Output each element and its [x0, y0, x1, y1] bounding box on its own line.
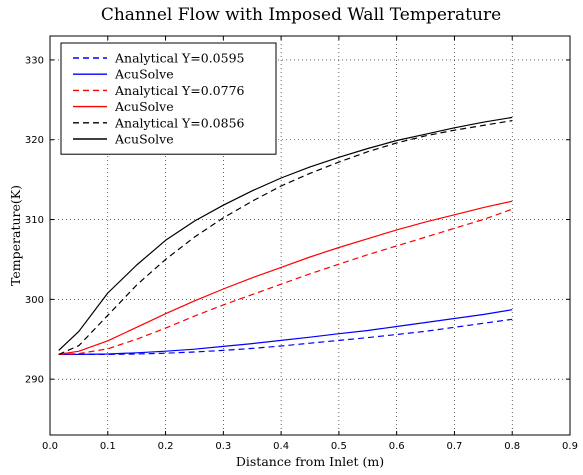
legend-label: AcuSolve — [114, 67, 174, 82]
series-line-4 — [58, 200, 513, 355]
x-tick-label: 0.5 — [331, 441, 347, 452]
x-tick-label: 0.1 — [100, 441, 116, 452]
plot-series — [58, 116, 513, 355]
x-tick-label: 0.7 — [446, 441, 462, 452]
y-tick-label: 320 — [25, 135, 44, 146]
legend-label: AcuSolve — [114, 99, 174, 114]
legend-label: Analytical Y=0.0776 — [114, 83, 245, 98]
legend-label: AcuSolve — [114, 132, 174, 147]
x-tick-label: 0.2 — [158, 441, 174, 452]
plot-frame — [49, 35, 571, 436]
x-tick-label: 0.8 — [504, 441, 520, 452]
y-tick-label: 310 — [25, 215, 44, 226]
x-tick-label: 0.9 — [562, 441, 578, 452]
y-axis-title: Temperature(K) — [8, 185, 23, 286]
legend-label: Analytical Y=0.0856 — [114, 115, 245, 130]
chart-title: Channel Flow with Imposed Wall Temperatu… — [101, 5, 501, 25]
series-line-3 — [58, 208, 513, 355]
series-line-6 — [58, 116, 513, 351]
x-tick-label: 0.0 — [42, 441, 58, 452]
x-tick-label: 0.3 — [215, 441, 231, 452]
x-axis-title: Distance from Inlet (m) — [236, 454, 384, 469]
axis-ticks: 0.0 0.1 0.2 0.3 0.4 0.5 0.6 0.7 0.8 0.9 290 300 310 3… — [25, 36, 578, 452]
y-tick-label: 300 — [25, 295, 44, 306]
legend-label: Analytical Y=0.0595 — [114, 51, 245, 66]
series-line-1 — [58, 318, 513, 355]
series-line-2 — [58, 309, 513, 355]
legend-box — [60, 42, 277, 155]
x-tick-label: 0.6 — [389, 441, 405, 452]
x-tick-label: 0.4 — [273, 441, 289, 452]
y-tick-label: 330 — [25, 55, 44, 66]
grid — [50, 36, 570, 435]
series-line-5 — [58, 120, 513, 355]
y-tick-label: 290 — [25, 375, 44, 386]
